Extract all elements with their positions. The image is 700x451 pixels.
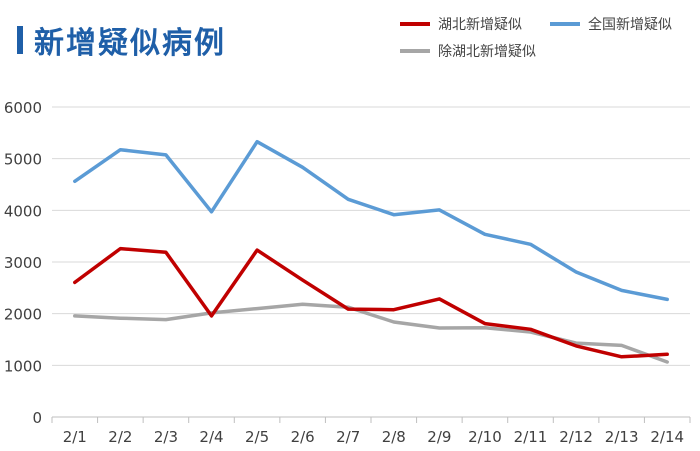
- x-tick-label: 2/7: [336, 428, 360, 446]
- legend-label-national: 全国新增疑似: [588, 17, 672, 33]
- x-tick-label: 2/4: [199, 428, 223, 446]
- x-tick-label: 2/5: [245, 428, 269, 446]
- x-tick-label: 2/6: [291, 428, 315, 446]
- legend-item-national: 全国新增疑似: [550, 14, 672, 34]
- x-tick-label: 2/3: [154, 428, 178, 446]
- legend-label-hubei: 湖北新增疑似: [438, 17, 522, 33]
- legend-item-hubei: 湖北新增疑似: [400, 14, 522, 34]
- y-tick-label: 6000: [4, 99, 42, 117]
- x-tick-label: 2/2: [108, 428, 132, 446]
- x-tick-label: 2/12: [559, 428, 593, 446]
- y-tick-label: 1000: [4, 357, 42, 375]
- legend-swatch-national: [550, 22, 580, 26]
- x-tick-label: 2/10: [468, 428, 502, 446]
- series-line: [73, 139, 669, 302]
- series-line: [73, 302, 669, 364]
- y-tick-label: 4000: [4, 202, 42, 220]
- y-tick-label: 0: [32, 409, 42, 427]
- x-tick-label: 2/8: [382, 428, 406, 446]
- chart-title: 新增疑似病例: [34, 26, 226, 61]
- y-tick-label: 5000: [4, 151, 42, 169]
- x-tick-label: 2/1: [63, 428, 87, 446]
- legend-swatch-hubei: [400, 22, 430, 26]
- y-tick-label: 3000: [4, 254, 42, 272]
- title-accent-bar: [17, 26, 23, 54]
- series-line: [73, 246, 669, 359]
- x-tick-label: 2/14: [650, 428, 684, 446]
- legend-swatch-outside-hubei: [400, 49, 430, 53]
- legend-item-outside-hubei: 除湖北新增疑似: [400, 41, 536, 61]
- x-tick-label: 2/11: [514, 428, 548, 446]
- x-tick-label: 2/13: [605, 428, 639, 446]
- x-tick-label: 2/9: [427, 428, 451, 446]
- legend-label-outside-hubei: 除湖北新增疑似: [438, 44, 536, 60]
- y-tick-label: 2000: [4, 306, 42, 324]
